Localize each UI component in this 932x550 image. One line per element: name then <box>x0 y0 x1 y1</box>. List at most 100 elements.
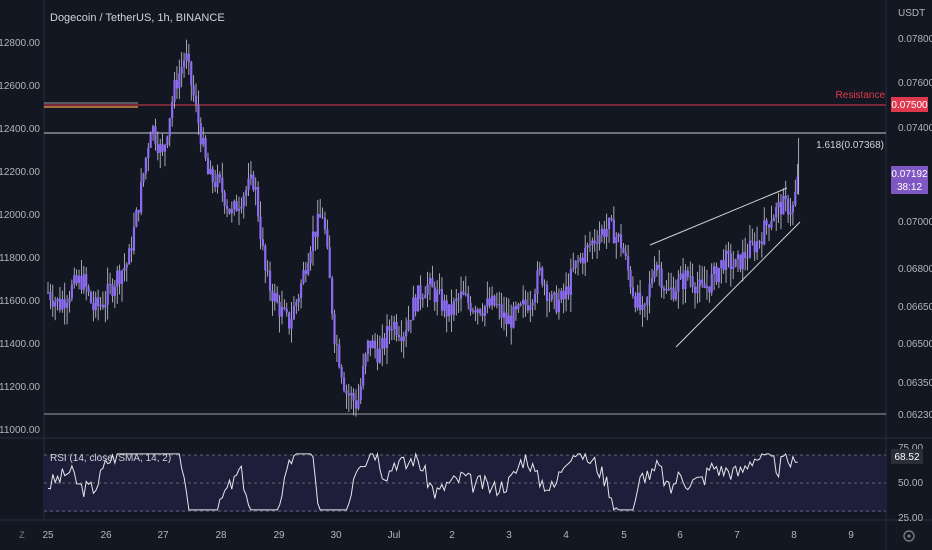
price-badge <box>891 166 928 194</box>
candle-body <box>137 210 140 213</box>
candle-body <box>662 288 666 291</box>
candle-body <box>748 240 752 258</box>
candle-body <box>732 266 735 269</box>
left-tick: 11000.00 <box>0 425 40 436</box>
rsi-badge <box>891 449 923 464</box>
candle-body <box>46 291 50 293</box>
candle-body <box>354 400 358 409</box>
candle-body <box>736 254 740 260</box>
candle-body <box>715 266 718 283</box>
candle-body <box>421 298 424 300</box>
candle-body <box>431 278 434 288</box>
wedge-lower-trendline[interactable] <box>675 221 801 348</box>
candle-body <box>488 298 491 306</box>
candle-body <box>471 310 475 312</box>
resistance-badge <box>891 97 928 112</box>
candle-body <box>197 104 200 124</box>
wedge-upper-trendline[interactable] <box>649 187 788 246</box>
candle-body <box>218 174 221 178</box>
resistance-label: Resistance <box>836 90 886 101</box>
candle-body <box>104 304 107 308</box>
candle-body <box>753 242 756 253</box>
candle-body <box>147 147 150 159</box>
candle-body <box>128 248 131 265</box>
left-tick: 12600.00 <box>0 81 40 92</box>
candle-body <box>242 195 245 207</box>
left-tick: 11200.00 <box>0 382 40 393</box>
candle-body <box>280 307 284 317</box>
rsi-tick: 75.00 <box>898 443 923 454</box>
candle-body <box>340 367 343 378</box>
candle-body <box>593 240 596 243</box>
candle-body <box>185 53 188 61</box>
candle-body <box>159 144 162 153</box>
candle-body <box>304 270 307 275</box>
candle-body <box>665 289 668 291</box>
candle-body <box>82 274 85 290</box>
candle-body <box>574 260 577 269</box>
candle-body <box>132 226 136 251</box>
candle-body <box>479 309 482 314</box>
candle-body <box>462 291 465 295</box>
candle-body <box>641 304 644 311</box>
candle-body <box>240 206 243 209</box>
candle-body <box>693 286 697 294</box>
candle-body <box>564 286 568 300</box>
candle-body <box>58 298 62 310</box>
left-axis-ticks: 12800.00 12600.00 12400.00 12200.00 1200… <box>0 38 40 436</box>
rsi-line[interactable] <box>47 451 798 511</box>
candle-body <box>545 284 549 301</box>
candle-body <box>588 244 592 246</box>
candle-body <box>73 275 76 285</box>
candle-body <box>166 136 169 145</box>
candle-body <box>765 220 768 225</box>
candle-body <box>171 101 174 119</box>
candle-body <box>619 234 623 248</box>
time-tick: 26 <box>100 530 112 541</box>
candle-body <box>505 312 508 325</box>
time-axis[interactable]: 25 26 27 28 29 30 Jul 2 3 4 5 6 7 8 9 <box>42 530 854 541</box>
candle-body <box>467 293 470 303</box>
candle-body <box>273 293 276 302</box>
time-tick: 3 <box>506 530 512 541</box>
candle-body <box>767 224 771 228</box>
candle-body <box>543 284 546 286</box>
candle-body <box>548 299 551 301</box>
candle-body <box>729 253 732 269</box>
candle-body <box>357 399 360 409</box>
candle-body <box>77 275 81 284</box>
candle-body <box>629 270 632 288</box>
candle-body <box>63 299 66 308</box>
candle-body <box>708 286 711 293</box>
candle-body <box>440 289 444 311</box>
left-tick: 11400.00 <box>0 339 40 350</box>
candle-body <box>794 191 797 206</box>
candle-body <box>211 168 214 183</box>
candle-body <box>371 340 374 349</box>
price-badge-countdown: 38:12 <box>897 182 922 193</box>
candle-body <box>591 240 594 246</box>
right-axis-ticks: 0.07800 0.07600 0.07400 0.07000 0.06800 … <box>898 34 932 421</box>
candle-body <box>631 287 635 297</box>
candle-body <box>493 295 496 305</box>
candle-body <box>326 229 329 248</box>
candle-body <box>54 301 57 307</box>
candle-body <box>713 266 716 275</box>
candle-body <box>175 80 179 89</box>
zoom-icon[interactable]: Z <box>19 530 25 540</box>
candle-body <box>178 73 181 89</box>
candle-body <box>228 208 231 214</box>
settings-gear-icon[interactable] <box>903 530 915 542</box>
price-pane[interactable] <box>44 0 886 438</box>
candle-body <box>550 294 553 300</box>
candle-body <box>596 242 599 244</box>
candle-body <box>653 270 656 279</box>
candle-body <box>299 283 303 299</box>
time-tick: 28 <box>215 530 227 541</box>
candle-body <box>264 245 267 271</box>
time-tick: 2 <box>449 530 455 541</box>
candle-body <box>448 304 451 317</box>
candle-body <box>791 205 794 213</box>
candle-body <box>710 274 713 293</box>
